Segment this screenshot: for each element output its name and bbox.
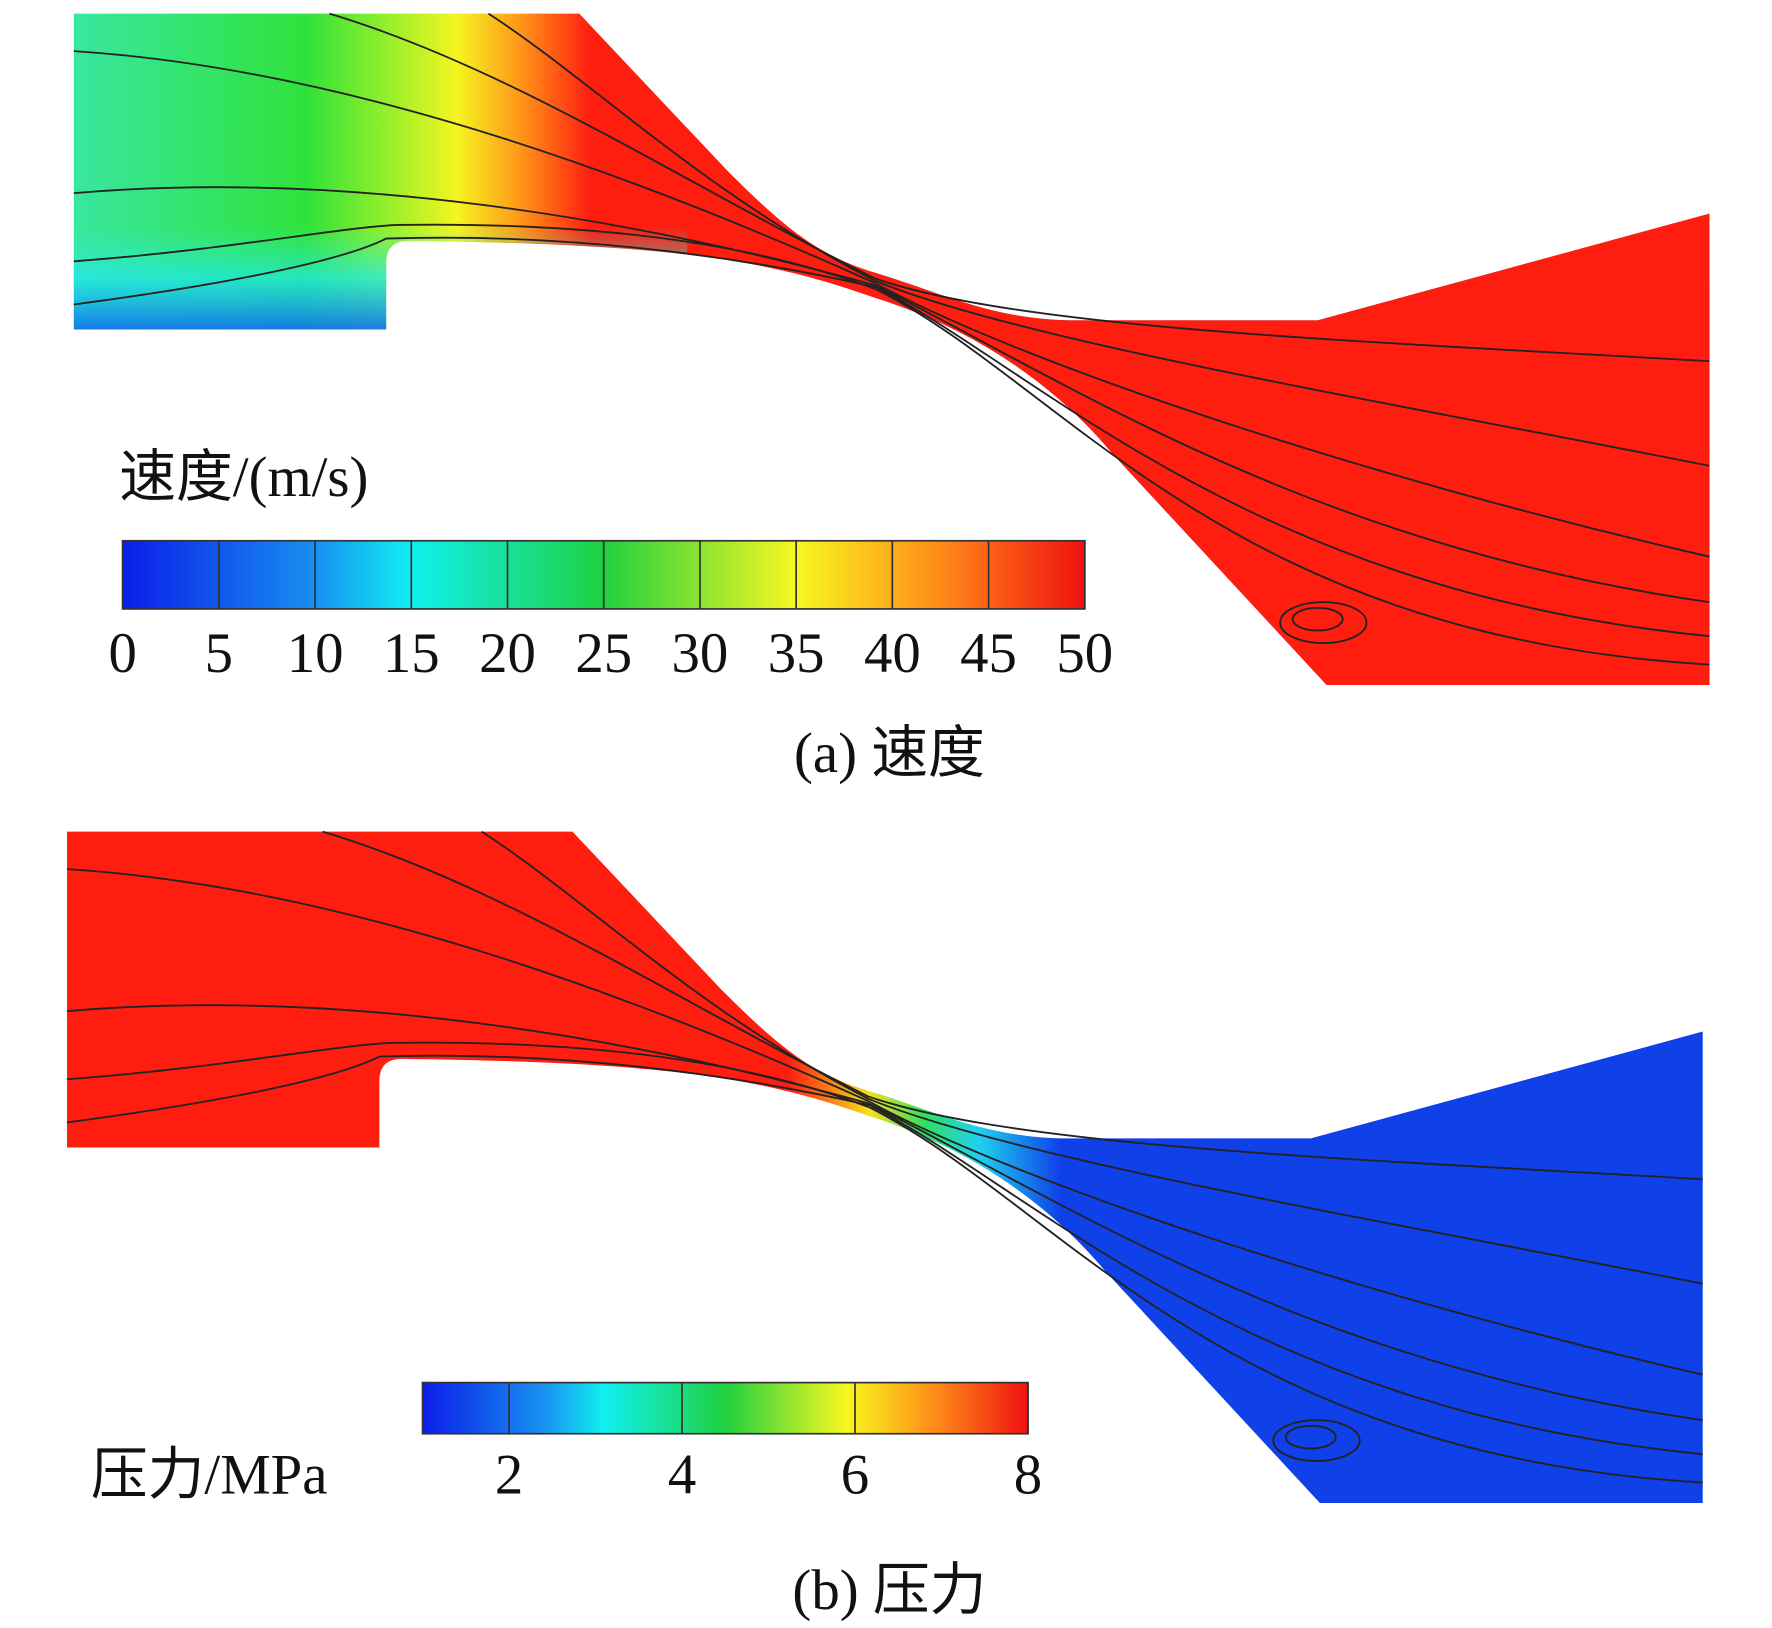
colorbar-title: 速度/(m/s): [119, 446, 368, 509]
colorbar-tick-label: 45: [960, 622, 1017, 685]
colorbar-tick-label: 4: [668, 1443, 696, 1506]
colorbar-tick-label: 6: [841, 1443, 869, 1506]
colorbar-tick-label: 8: [1014, 1443, 1042, 1506]
colorbar-tick-label: 20: [479, 622, 536, 685]
colorbar: [421, 1381, 1029, 1435]
colorbar-tick-label: 35: [768, 622, 825, 685]
colorbar-tick-label: 0: [108, 622, 136, 685]
colorbar-tick-label: 10: [287, 622, 344, 685]
colorbar-title: 压力/MPa: [91, 1443, 328, 1506]
colorbar-tick-label: 15: [383, 622, 440, 685]
colorbar-tick-label: 5: [205, 622, 233, 685]
colorbar-tick-label: 2: [495, 1443, 523, 1506]
caption: (a) 速度: [794, 722, 985, 785]
caption: (b) 压力: [792, 1559, 986, 1622]
colorbar-tick-label: 25: [575, 622, 632, 685]
colorbar-tick-label: 40: [864, 622, 921, 685]
colorbar-tick-label: 50: [1056, 622, 1113, 685]
colorbar-tick-label: 30: [672, 622, 729, 685]
